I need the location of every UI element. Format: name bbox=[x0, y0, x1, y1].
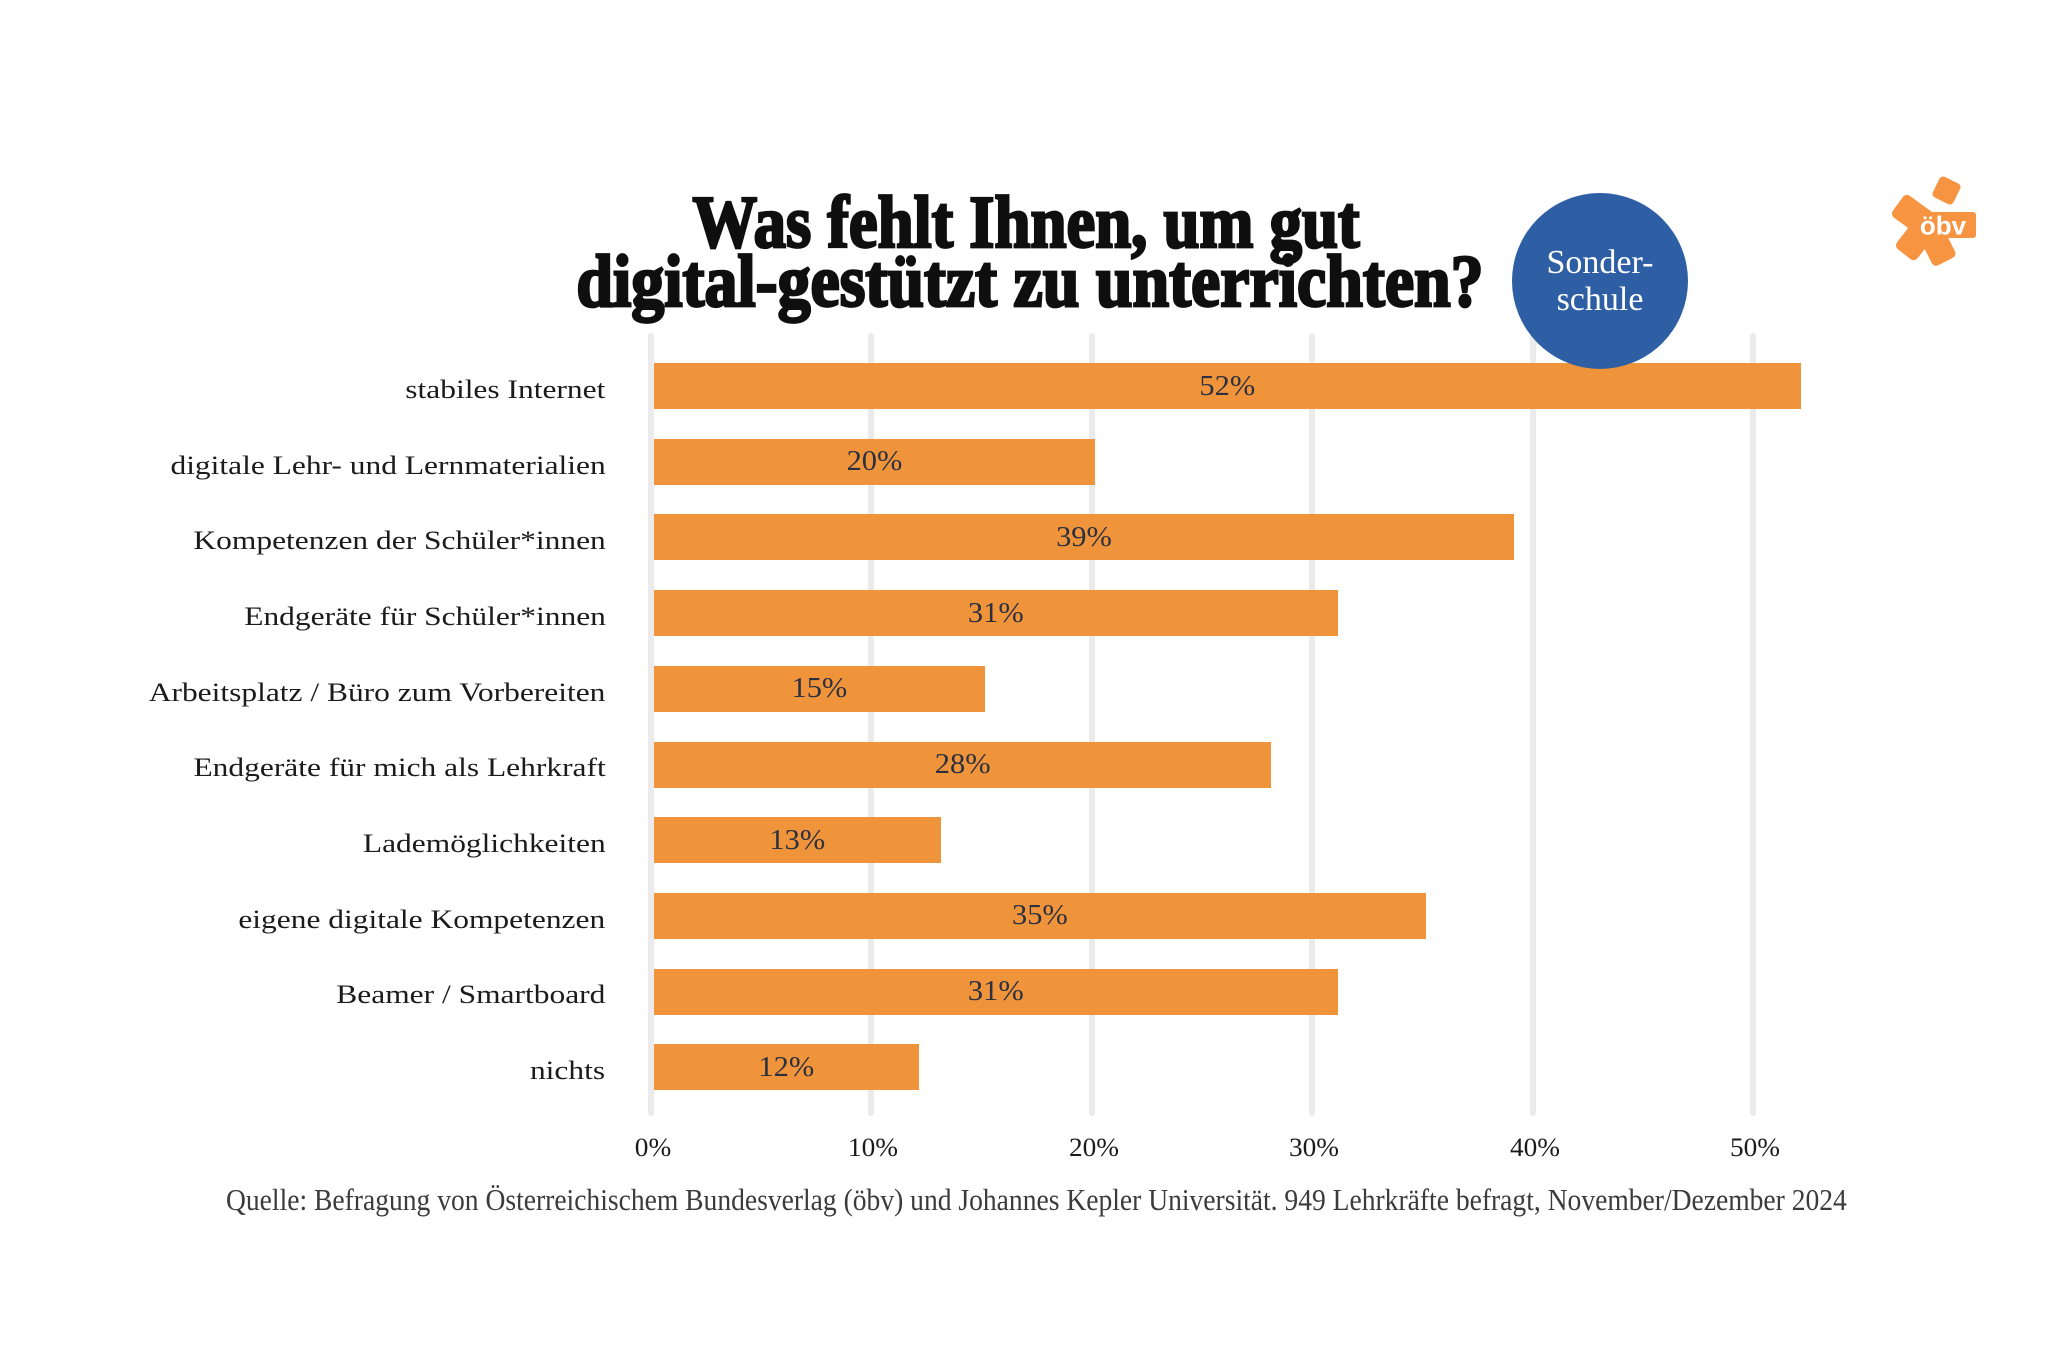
svg-text:öbv: öbv bbox=[1920, 211, 1967, 241]
